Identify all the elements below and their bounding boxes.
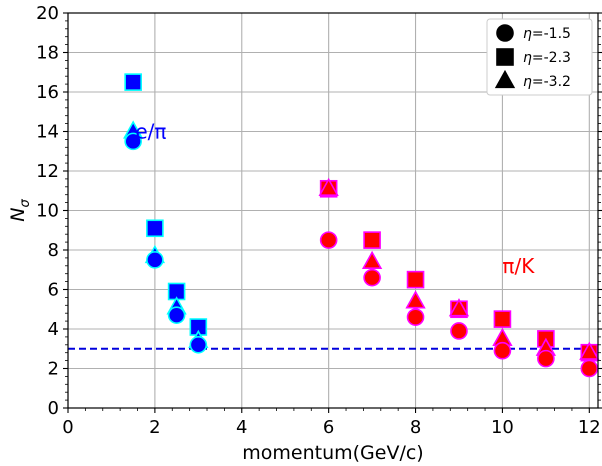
data-point-square bbox=[493, 310, 512, 328]
legend-label-value: =-3.2 bbox=[532, 74, 571, 90]
data-point-triangle bbox=[361, 250, 383, 270]
data-point-circle bbox=[146, 251, 164, 269]
data-point-square bbox=[146, 219, 164, 238]
data-point-square bbox=[363, 231, 381, 249]
data-point-square bbox=[124, 73, 142, 91]
y-tick-label: 14 bbox=[36, 122, 59, 143]
legend-label-symbol: η bbox=[523, 26, 532, 42]
x-tick-label: 4 bbox=[236, 417, 247, 438]
y-axis-label-main: N bbox=[7, 208, 29, 222]
data-point-circle bbox=[363, 268, 381, 287]
data-point-triangle bbox=[448, 298, 470, 317]
x-tick-label: 10 bbox=[491, 417, 514, 438]
legend-label-symbol: η bbox=[523, 74, 532, 90]
x-tick-label: 0 bbox=[62, 417, 73, 438]
data-point-triangle bbox=[579, 341, 600, 360]
data-point-circle bbox=[319, 231, 338, 249]
x-tick-label: 8 bbox=[410, 417, 421, 438]
group-labels: e/π π/K bbox=[135, 120, 535, 278]
data-point-square bbox=[406, 270, 425, 289]
y-axis-label-subscript: σ bbox=[18, 199, 33, 208]
data-point-circle bbox=[580, 359, 599, 378]
data-point-circle bbox=[537, 349, 555, 368]
legend-marker-square bbox=[496, 48, 514, 66]
y-tick-label: 0 bbox=[48, 398, 59, 419]
y-tick-label: 12 bbox=[36, 161, 59, 182]
x-tick-label: 6 bbox=[323, 417, 334, 438]
data-point-circle bbox=[124, 132, 142, 151]
legend-label: η=-1.5 bbox=[523, 26, 571, 42]
data-points bbox=[123, 73, 600, 378]
legend-label-value: =-1.5 bbox=[532, 26, 571, 42]
legend-label-value: =-2.3 bbox=[532, 50, 571, 66]
y-tick-label: 10 bbox=[36, 201, 59, 222]
data-point-circle bbox=[189, 335, 208, 354]
data-point-circle bbox=[450, 322, 468, 340]
y-tick-label: 16 bbox=[36, 82, 59, 103]
y-tick-label: 4 bbox=[48, 319, 59, 340]
data-point-circle bbox=[167, 306, 186, 324]
legend-marker-circle bbox=[496, 24, 514, 42]
y-tick-label: 8 bbox=[48, 240, 59, 261]
group-label: π/K bbox=[502, 254, 535, 278]
x-tick-label: 12 bbox=[578, 417, 601, 438]
y-tick-label: 2 bbox=[48, 359, 59, 380]
legend-label: η=-2.3 bbox=[523, 50, 571, 66]
legend-label: η=-3.2 bbox=[523, 74, 571, 90]
y-tick-label: 18 bbox=[36, 43, 59, 64]
legend-label-symbol: η bbox=[523, 50, 532, 66]
x-tick-label: 2 bbox=[149, 417, 160, 438]
data-point-circle bbox=[406, 308, 425, 326]
y-tick-label: 20 bbox=[36, 3, 59, 24]
y-axis-label: Nσ bbox=[7, 199, 33, 222]
y-tick-label: 6 bbox=[48, 280, 59, 301]
data-point-triangle bbox=[405, 290, 426, 309]
data-point-triangle bbox=[318, 177, 339, 196]
legend-marker-triangle bbox=[494, 69, 516, 89]
axis-ticks: 0 2 4 6 8 10 12 0 2 4 6 8 10 12 14 16 18 20 bbox=[36, 3, 602, 438]
group-label: e/π bbox=[135, 120, 166, 144]
legend-box bbox=[486, 18, 593, 96]
x-axis-label: momentum(GeV/c) bbox=[242, 442, 423, 464]
data-point-circle bbox=[493, 341, 512, 360]
legend: η=-1.5η=-2.3η=-3.2 bbox=[486, 18, 593, 96]
